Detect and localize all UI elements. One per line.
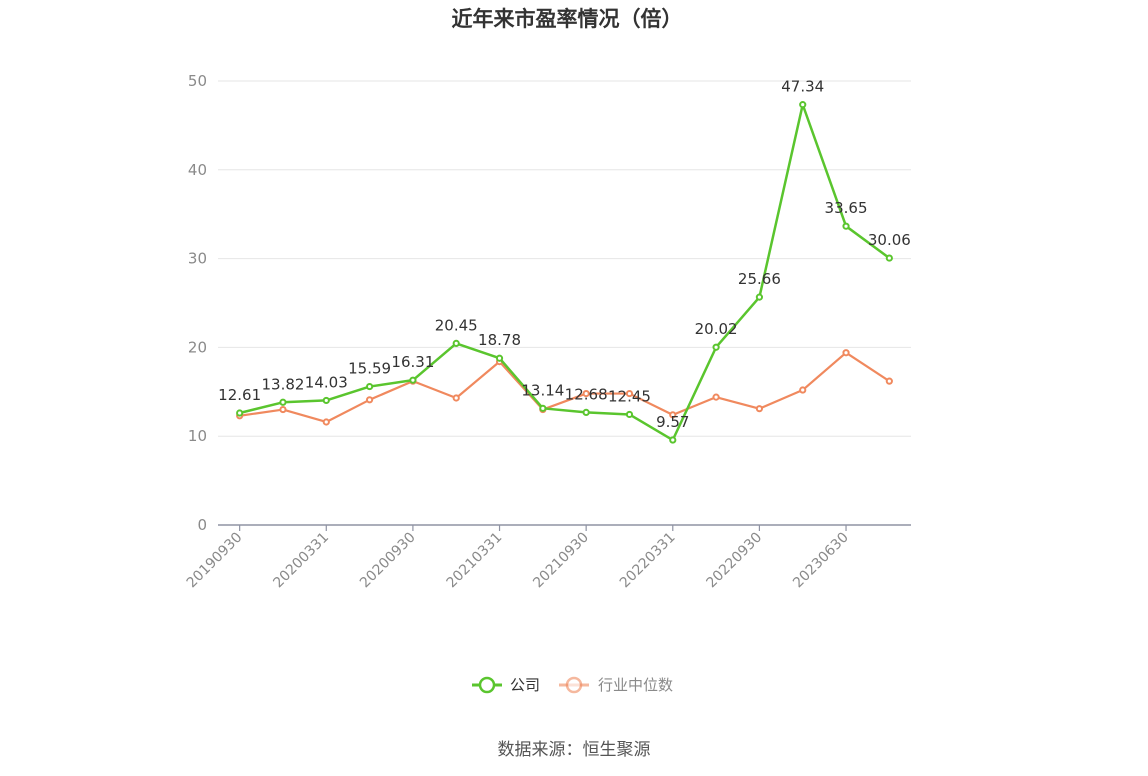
- company-point: [712, 343, 720, 351]
- y-tick-label: 30: [188, 250, 207, 268]
- industry-median-point: [625, 389, 634, 398]
- legend-median-label: 行业中位数: [598, 676, 673, 694]
- company-point: [495, 354, 504, 362]
- data-label: 16.31: [391, 353, 434, 371]
- x-axis: 20190930 20200331 20200930 20210331 20210930…: [184, 524, 911, 592]
- company-point: [755, 293, 764, 301]
- company-line: [238, 103, 891, 442]
- data-label: 47.34: [781, 78, 824, 96]
- data-label: 9.57: [656, 413, 689, 431]
- y-tick-label: 40: [188, 161, 207, 179]
- data-label: 12.45: [608, 387, 651, 405]
- y-tick-label: 20: [188, 338, 207, 356]
- industry-median-point: [452, 394, 460, 402]
- data-label: 15.59: [348, 360, 391, 378]
- industry-median-point: [885, 377, 893, 385]
- legend-item-industry-median[interactable]: 行业中位数: [559, 676, 673, 694]
- company-point: [799, 101, 807, 109]
- x-tick-label: 20200331: [270, 530, 332, 592]
- data-label: 13.14: [521, 381, 564, 399]
- y-axis: 0 10 20 30 40 50: [188, 72, 207, 534]
- industry-median-point: [365, 396, 374, 404]
- y-tick-label: 0: [197, 516, 207, 534]
- company-point: [842, 222, 850, 230]
- industry-median-point: [842, 349, 850, 357]
- legend-item-company[interactable]: 公司: [472, 676, 540, 694]
- company-point: [885, 254, 893, 262]
- data-label: 12.68: [565, 385, 608, 403]
- company-point: [539, 404, 547, 412]
- x-tick-label: 20200930: [357, 530, 419, 592]
- data-label: 12.61: [218, 386, 261, 404]
- grid-lines: [218, 80, 911, 437]
- legend-median-marker: [565, 676, 583, 694]
- industry-median-point: [322, 418, 330, 426]
- industry-median-point: [279, 405, 287, 414]
- data-source: 数据来源：恒生聚源: [498, 740, 651, 760]
- legend-company-label: 公司: [510, 676, 540, 694]
- company-point: [409, 376, 417, 384]
- company-point: [365, 382, 374, 391]
- company-point: [452, 339, 460, 348]
- industry-median-point: [582, 389, 590, 398]
- data-label: 20.02: [695, 320, 738, 338]
- data-label: 13.82: [261, 375, 304, 393]
- industry-median-point: [755, 405, 764, 413]
- x-tick-label: 20220331: [617, 530, 679, 592]
- data-label: 25.66: [738, 270, 781, 288]
- company-point: [322, 396, 330, 405]
- industry-median-point: [669, 411, 677, 419]
- data-label: 30.06: [868, 231, 911, 249]
- x-tick-label: 20220930: [704, 530, 766, 592]
- company-point: [279, 398, 287, 406]
- y-tick-label: 10: [188, 427, 207, 445]
- industry-median-line: [238, 351, 891, 424]
- data-label: 18.78: [478, 331, 521, 349]
- company-point: [669, 436, 677, 444]
- data-label: 14.03: [305, 373, 348, 391]
- data-label: 33.65: [825, 199, 868, 217]
- legend-company-marker: [478, 676, 496, 694]
- x-tick-label: 20190930: [184, 530, 246, 592]
- industry-median-point: [712, 393, 720, 401]
- data-label: 20.45: [435, 316, 478, 334]
- company-point: [625, 410, 634, 419]
- chart-title: 近年来市盈率情况（倍）: [452, 7, 683, 31]
- x-tick-label: 20210331: [444, 530, 506, 592]
- x-tick-label: 20210930: [530, 530, 592, 592]
- company-point: [236, 409, 244, 417]
- series-lines: [236, 101, 893, 444]
- industry-median-point: [799, 386, 807, 394]
- x-tick-label: 20230630: [790, 530, 852, 592]
- y-tick-label: 50: [188, 72, 207, 90]
- company-point: [582, 408, 590, 417]
